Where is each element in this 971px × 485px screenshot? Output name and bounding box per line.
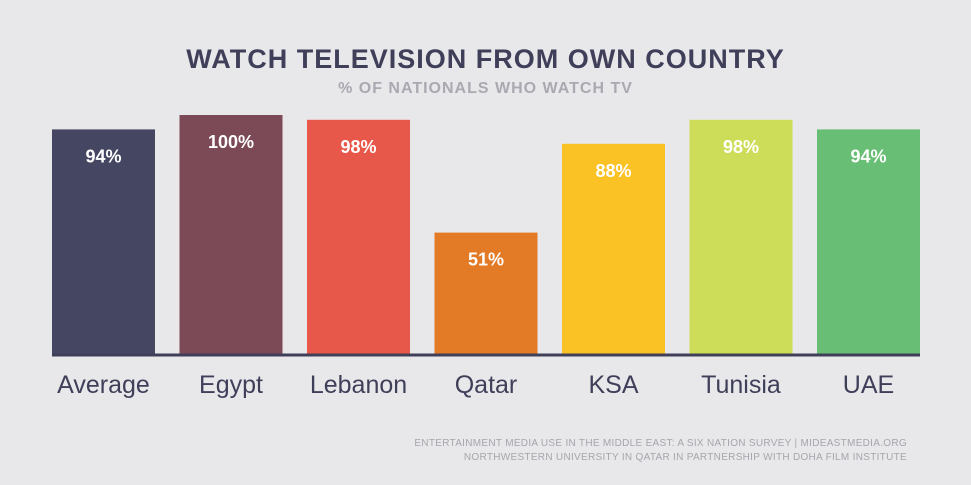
category-label: Egypt [199, 371, 263, 399]
value-label: 94% [850, 146, 886, 166]
bar-average [52, 129, 155, 355]
bar-tunisia [689, 119, 793, 355]
category-label: Lebanon [310, 371, 407, 399]
source-line-2: NORTHWESTERN UNIVERSITY IN QATAR IN PART… [463, 452, 907, 463]
category-label: UAE [843, 371, 894, 399]
value-label: 98% [723, 137, 759, 157]
chart-subtitle: % OF NATIONALS WHO WATCH TV [338, 80, 633, 97]
source-footer: ENTERTAINMENT MEDIA USE IN THE MIDDLE EA… [414, 437, 907, 465]
source-line-1: ENTERTAINMENT MEDIA USE IN THE MIDDLE EA… [414, 438, 907, 449]
chart-title: WATCH TELEVISION FROM OWN COUNTRY [186, 44, 785, 74]
bar-egypt [179, 115, 283, 355]
category-label: Average [57, 371, 150, 399]
bar-ksa [562, 143, 665, 355]
category-label: KSA [588, 371, 638, 399]
value-label: 100% [208, 132, 254, 152]
value-label: 51% [468, 250, 504, 270]
bar-qatar [434, 232, 538, 355]
value-label: 88% [595, 161, 631, 181]
bar-uae [817, 129, 920, 355]
category-label: Qatar [455, 371, 518, 399]
category-label: Tunisia [701, 371, 781, 399]
value-label: 94% [85, 146, 121, 166]
bar-lebanon [307, 119, 410, 355]
value-label: 98% [340, 137, 376, 157]
